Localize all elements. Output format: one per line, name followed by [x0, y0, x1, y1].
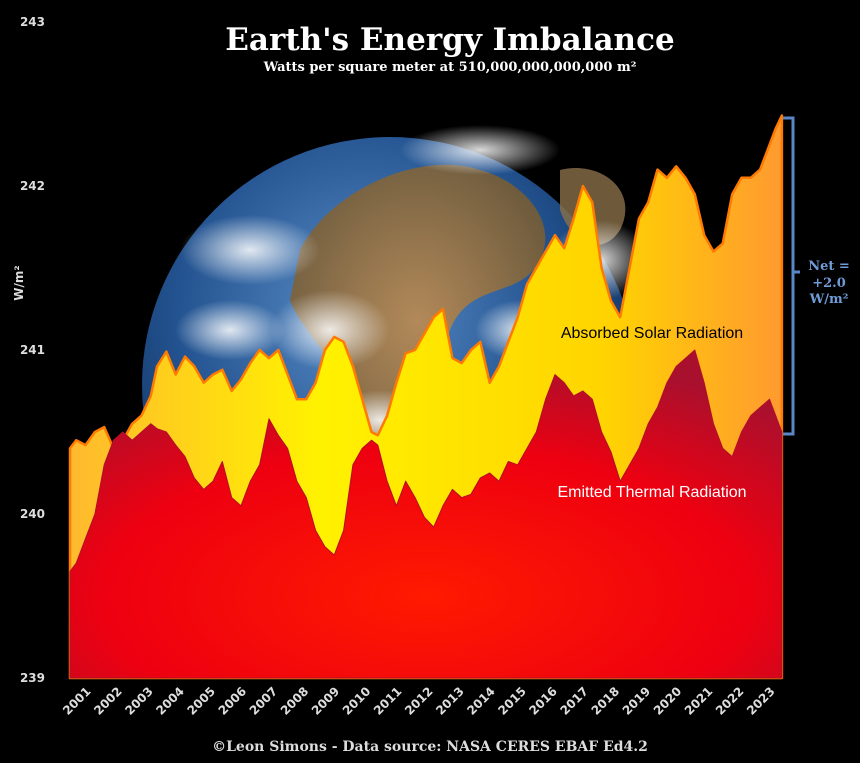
x-tick-label: 2018 — [589, 684, 623, 718]
emitted-series-label: Emitted Thermal Radiation — [557, 484, 746, 501]
x-tick-label: 2003 — [122, 684, 156, 718]
y-tick-label: 243 — [20, 15, 45, 29]
x-tick-label: 2008 — [278, 684, 312, 718]
net-imbalance-bracket: Net = +2.0 W/m² — [783, 116, 850, 436]
x-tick-label: 2005 — [185, 684, 219, 718]
x-tick-label: 2017 — [558, 684, 592, 718]
y-tick-label: 240 — [20, 507, 45, 521]
net-annotation-line3: W/m² — [809, 292, 849, 307]
x-tick-label: 2010 — [340, 684, 374, 718]
net-annotation-line1: Net = — [808, 259, 850, 274]
x-tick-label: 2004 — [153, 684, 187, 718]
x-tick-label: 2016 — [526, 684, 560, 718]
x-tick-label: 2012 — [402, 684, 436, 718]
x-tick-label: 2020 — [651, 684, 685, 718]
x-axis: 2001200220032004200520062007200820092010… — [60, 684, 778, 718]
plot-area — [68, 114, 784, 680]
x-tick-label: 2009 — [309, 684, 343, 718]
x-tick-label: 2002 — [91, 684, 125, 718]
chart-subtitle: Watts per square meter at 510,000,000,00… — [263, 60, 637, 75]
net-annotation-line2: +2.0 — [812, 276, 846, 291]
absorbed-series-label: Absorbed Solar Radiation — [561, 325, 743, 342]
y-axis-label: W/m² — [12, 265, 26, 300]
chart-title: Earth's Energy Imbalance — [225, 22, 674, 58]
x-tick-label: 2015 — [495, 684, 529, 718]
x-tick-label: 2022 — [713, 684, 747, 718]
x-tick-label: 2006 — [216, 684, 250, 718]
credit-line: ©Leon Simons - Data source: NASA CERES E… — [212, 739, 648, 755]
y-axis: 239 240 241 242 243 — [20, 15, 45, 685]
x-tick-label: 2011 — [371, 684, 405, 718]
x-tick-label: 2013 — [433, 684, 467, 718]
x-tick-label: 2021 — [682, 684, 716, 718]
y-tick-label: 242 — [20, 179, 45, 193]
x-tick-label: 2001 — [60, 684, 94, 718]
x-tick-label: 2019 — [620, 684, 654, 718]
emitted-thermal-area — [69, 349, 783, 679]
x-tick-label: 2014 — [464, 684, 498, 718]
x-tick-label: 2007 — [247, 684, 281, 718]
x-tick-label: 2023 — [744, 684, 778, 718]
y-tick-label: 239 — [20, 671, 45, 685]
y-tick-label: 241 — [20, 343, 45, 357]
